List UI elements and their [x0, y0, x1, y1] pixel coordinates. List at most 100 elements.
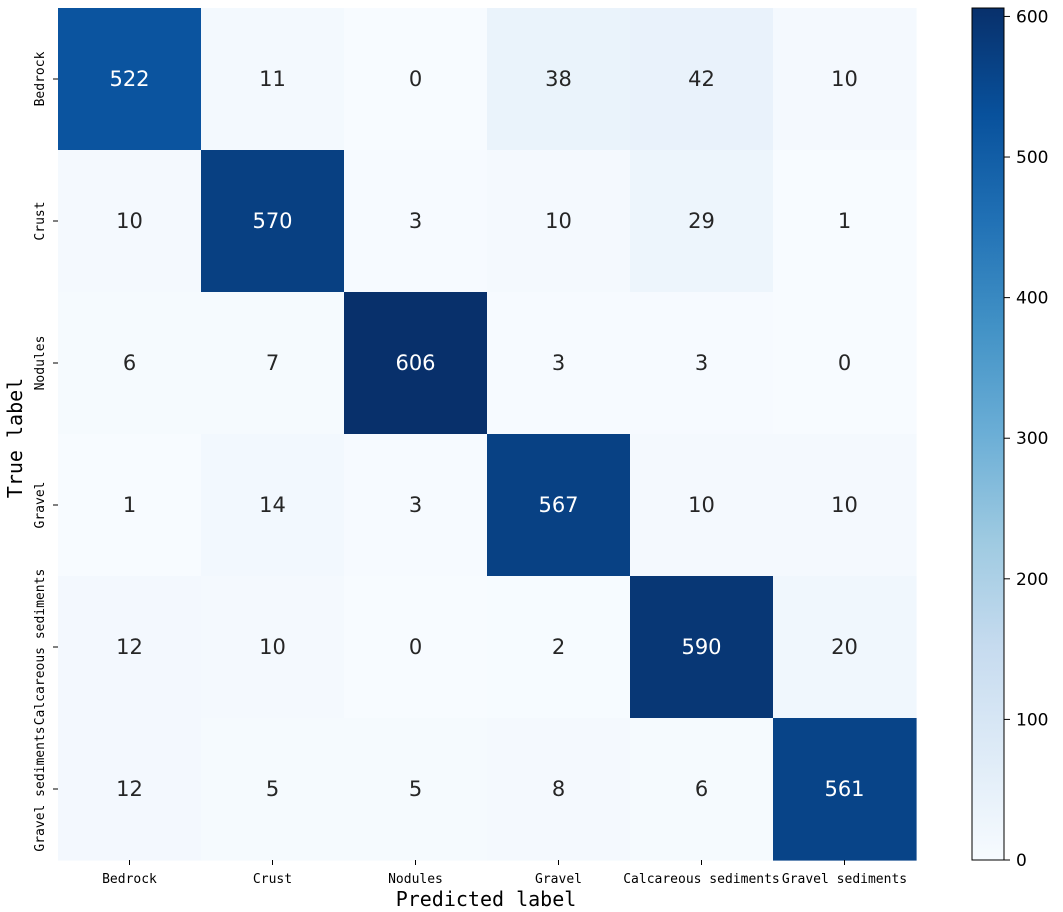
heatmap-cell-r4-c5 [773, 576, 917, 719]
y-axis-ticks: Bedrock Crust Nodules Gravel Calcareous sedi… [33, 51, 58, 852]
cell-value-label: 29 [688, 209, 715, 233]
cell-value-label: 570 [252, 209, 292, 233]
cell-value-label: 0 [409, 635, 422, 659]
heatmap-cell-r5-c1 [201, 718, 345, 861]
colorbar-tick-label: 500 [1016, 148, 1048, 168]
cell-value-label: 8 [552, 777, 565, 801]
cell-value-label: 11 [259, 67, 286, 91]
cell-value-label: 38 [545, 67, 572, 91]
cell-value-label: 0 [838, 351, 851, 375]
cell-value-label: 6 [695, 777, 708, 801]
heatmap-cell-r0-c2 [344, 8, 488, 151]
cell-value-label: 5 [266, 777, 279, 801]
heatmap-cell-r2-c3 [487, 292, 631, 435]
colorbar-tick-label: 0 [1016, 851, 1027, 871]
heatmap-cell-r5-c0 [58, 718, 202, 861]
y-tick-label: Nodules [33, 336, 48, 391]
cell-value-label: 10 [116, 209, 143, 233]
cell-value-label: 3 [409, 493, 422, 517]
heatmap-cell-labels: 522 11 0 38 42 10 10 570 3 10 29 1 6 7 606 3 3 0 1 14 3 567 10… [109, 67, 864, 801]
x-axis-title: Predicted label [396, 887, 577, 911]
heatmap-cell-r0-c5 [773, 8, 917, 151]
heatmap-cell-r1-c1 [201, 150, 345, 293]
heatmap-cell-r5-c2 [344, 718, 488, 861]
cell-value-label: 5 [409, 777, 422, 801]
cell-value-label: 1 [123, 493, 136, 517]
heatmap-cell-r2-c4 [630, 292, 774, 435]
y-tick-label: Gravel sediments [33, 726, 48, 851]
heatmap-cell-r5-c4 [630, 718, 774, 861]
heatmap-cell-r4-c2 [344, 576, 488, 719]
heatmap-cell-r0-c1 [201, 8, 345, 151]
colorbar-tick-label: 100 [1016, 710, 1048, 730]
heatmap-cell-r1-c2 [344, 150, 488, 293]
heatmap-cell-r3-c3 [487, 434, 631, 577]
cell-value-label: 10 [831, 67, 858, 91]
heatmap-cell-r2-c2 [344, 292, 488, 435]
cell-value-label: 590 [681, 635, 721, 659]
x-tick-label: Gravel [535, 872, 582, 887]
cell-value-label: 522 [109, 67, 149, 91]
heatmap-cell-r3-c2 [344, 434, 488, 577]
x-tick-label: Crust [253, 872, 292, 887]
cell-value-label: 3 [552, 351, 565, 375]
heatmap-cell-r5-c5 [773, 718, 917, 861]
cell-value-label: 6 [123, 351, 136, 375]
heatmap-cell-r1-c3 [487, 150, 631, 293]
y-tick-label: Gravel [33, 482, 48, 529]
cell-value-label: 3 [409, 209, 422, 233]
cell-value-label: 7 [266, 351, 279, 375]
cell-value-label: 567 [538, 493, 578, 517]
heatmap-cell-r1-c4 [630, 150, 774, 293]
colorbar-tick-label: 400 [1016, 289, 1048, 309]
cell-value-label: 606 [395, 351, 435, 375]
heatmap-cells [58, 8, 917, 861]
x-tick-label: Gravel sediments [782, 872, 907, 887]
heatmap-cell-r2-c5 [773, 292, 917, 435]
cell-value-label: 10 [688, 493, 715, 517]
x-axis-ticks: Bedrock Crust Nodules Gravel Calcareous sedi… [102, 860, 907, 887]
x-tick-label: Bedrock [102, 872, 157, 887]
heatmap-cell-r2-c1 [201, 292, 345, 435]
heatmap-cell-r1-c0 [58, 150, 202, 293]
cell-value-label: 12 [116, 777, 143, 801]
cell-value-label: 10 [545, 209, 572, 233]
y-tick-label: Crust [33, 201, 48, 240]
y-axis-title: True label [3, 378, 27, 498]
cell-value-label: 14 [259, 493, 286, 517]
colorbar: 0 100 200 300 400 500 600 [971, 7, 1048, 871]
cell-value-label: 3 [695, 351, 708, 375]
heatmap-cell-r0-c0 [58, 8, 202, 151]
cell-value-label: 10 [831, 493, 858, 517]
colorbar-tick-label: 200 [1016, 570, 1048, 590]
heatmap-cell-r2-c0 [58, 292, 202, 435]
cell-value-label: 0 [409, 67, 422, 91]
colorbar-tick-label: 600 [1016, 7, 1048, 27]
y-tick-label: Calcareous sediments [33, 569, 48, 726]
heatmap-cell-r4-c3 [487, 576, 631, 719]
x-tick-label: Nodules [388, 872, 443, 887]
x-tick-label: Calcareous sediments [623, 872, 780, 887]
y-tick-label: Bedrock [33, 51, 48, 106]
colorbar-gradient [971, 7, 1005, 861]
heatmap-cell-r3-c4 [630, 434, 774, 577]
heatmap-cell-r3-c1 [201, 434, 345, 577]
cell-value-label: 561 [824, 777, 864, 801]
heatmap-cell-r4-c0 [58, 576, 202, 719]
heatmap-cell-r3-c0 [58, 434, 202, 577]
heatmap-cell-r3-c5 [773, 434, 917, 577]
cell-value-label: 10 [259, 635, 286, 659]
cell-value-label: 20 [831, 635, 858, 659]
cell-value-label: 2 [552, 635, 565, 659]
cell-value-label: 1 [838, 209, 851, 233]
cell-value-label: 12 [116, 635, 143, 659]
heatmap-cell-r1-c5 [773, 150, 917, 293]
cell-value-label: 42 [688, 67, 715, 91]
heatmap-cell-r0-c3 [487, 8, 631, 151]
colorbar-tick-label: 300 [1016, 429, 1048, 449]
colorbar-ticks: 0 100 200 300 400 500 600 [1004, 7, 1048, 871]
heatmap-cell-r4-c4 [630, 576, 774, 719]
heatmap-cell-r5-c3 [487, 718, 631, 861]
heatmap-cell-r4-c1 [201, 576, 345, 719]
